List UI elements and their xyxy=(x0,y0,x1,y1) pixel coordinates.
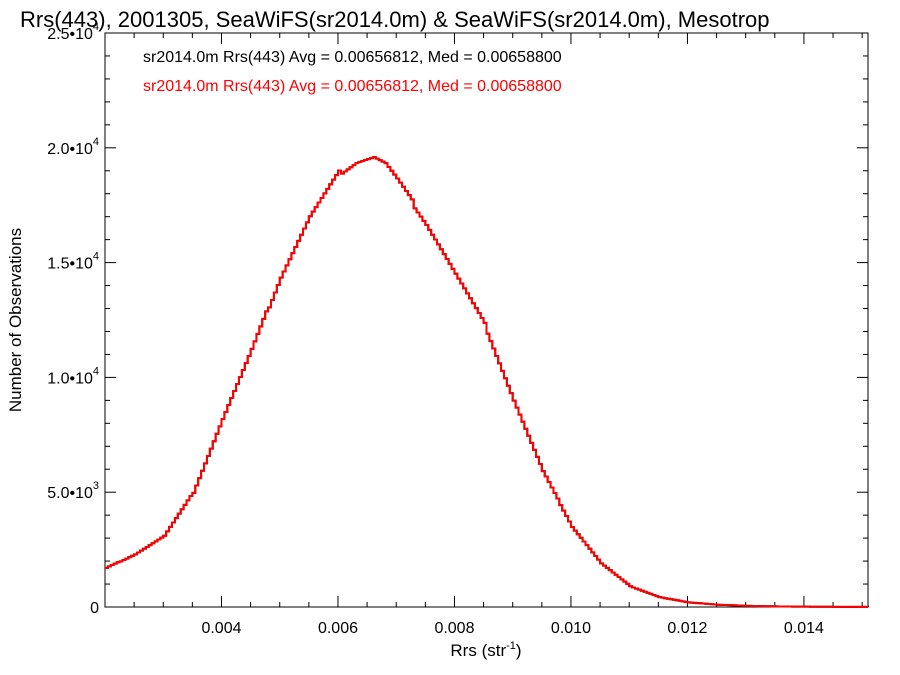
x-axis-label-main: Rrs (str xyxy=(450,641,506,660)
x-axis-label-sup: -1 xyxy=(506,640,516,652)
y-tick-label-exponent: 4 xyxy=(93,21,99,33)
y-tick-label: 1.0•104 xyxy=(47,365,99,387)
histogram-series-red xyxy=(105,156,869,608)
y-tick-label-mantissa: 1.5•10 xyxy=(47,256,93,273)
plot-frame xyxy=(104,32,869,608)
x-tick-label: 0.012 xyxy=(667,620,707,637)
x-tick-label: 0.010 xyxy=(551,620,591,637)
y-tick-label: 5.0•103 xyxy=(47,480,99,502)
y-tick-label-mantissa: 5.0•10 xyxy=(47,485,93,502)
y-tick-label-exponent: 4 xyxy=(93,136,99,148)
x-axis: 0.004 0.006 0.008 0.010 0.012 0.014 xyxy=(133,33,863,637)
y-tick-label-exponent: 3 xyxy=(93,480,99,492)
x-axis-label: Rrs (str-1) xyxy=(450,640,521,660)
y-tick-label-mantissa: 2.0•10 xyxy=(47,141,93,158)
histogram-series-black xyxy=(105,156,869,608)
legend-entry-2: sr2014.0m Rrs(443) Avg = 0.00656812, Med… xyxy=(143,78,562,95)
y-tick-label-exponent: 4 xyxy=(93,365,99,377)
y-axis-label: Number of Observations xyxy=(6,228,25,412)
x-tick-label: 0.008 xyxy=(434,620,474,637)
x-tick-label: 0.004 xyxy=(201,620,241,637)
x-axis-label-end: ) xyxy=(516,641,522,660)
y-tick-label: 0 xyxy=(90,600,99,617)
y-tick-label-mantissa: 0 xyxy=(90,600,99,617)
y-tick-label-exponent: 4 xyxy=(93,251,99,263)
x-tick-label: 0.006 xyxy=(318,620,358,637)
x-tick-label: 0.014 xyxy=(784,620,824,637)
chart-title: Rrs(443), 2001305, SeaWiFS(sr2014.0m) & … xyxy=(20,7,770,32)
legend-entry-1: sr2014.0m Rrs(443) Avg = 0.00656812, Med… xyxy=(143,49,562,66)
y-tick-label: 1.5•104 xyxy=(47,251,99,273)
y-tick-label-mantissa: 2.5•10 xyxy=(47,26,93,43)
y-tick-label-mantissa: 1.0•10 xyxy=(47,370,93,387)
y-tick-label: 2.5•104 xyxy=(47,21,99,43)
series-layer xyxy=(105,156,869,608)
y-tick-label: 2.0•104 xyxy=(47,136,99,158)
